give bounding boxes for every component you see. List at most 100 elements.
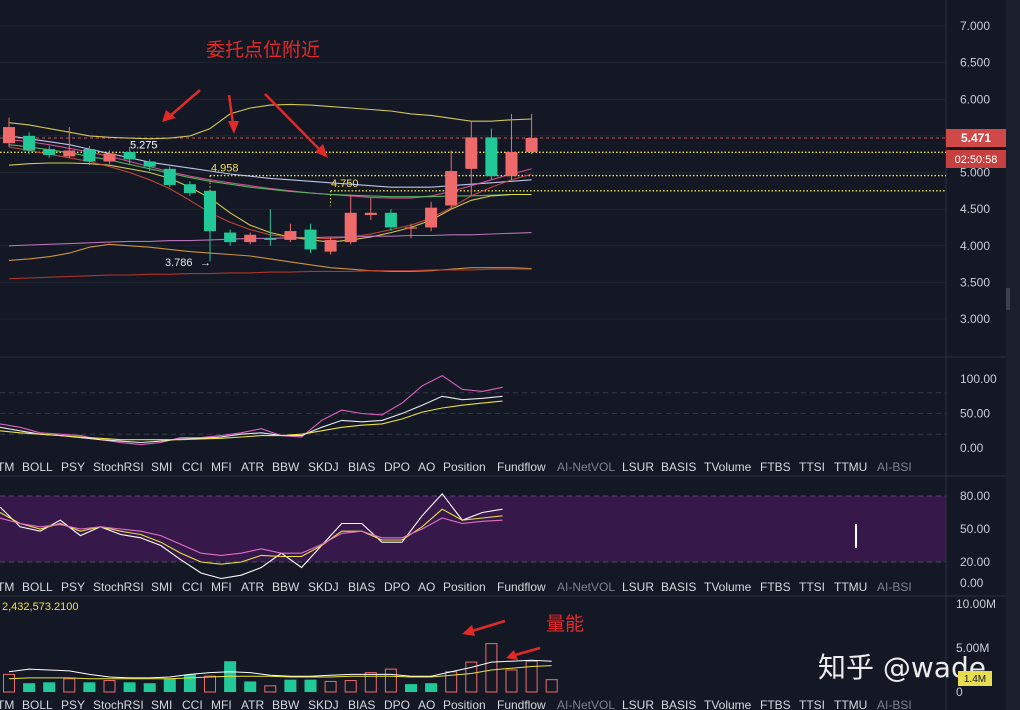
indicator-tab-fundflow[interactable]: Fundflow xyxy=(497,460,546,474)
indicator-tab-ao[interactable]: AO xyxy=(418,580,435,594)
indicator-tab-psy[interactable]: PSY xyxy=(61,698,85,710)
indicator-tab-ttsi[interactable]: TTSI xyxy=(799,460,825,474)
indicator-tab-skdj[interactable]: SKDJ xyxy=(308,580,339,594)
indicator-tab-ai-bsi[interactable]: AI-BSI xyxy=(877,580,912,594)
indicator-tab-ftbs[interactable]: FTBS xyxy=(760,698,791,710)
indicator-tab-ai-bsi[interactable]: AI-BSI xyxy=(877,698,912,710)
indicator-tab-lsur[interactable]: LSUR xyxy=(622,460,654,474)
indicator-tab-tvolume[interactable]: TVolume xyxy=(704,698,752,710)
indicator-tab-position[interactable]: Position xyxy=(443,460,486,474)
indicator-tab-skdj[interactable]: SKDJ xyxy=(308,698,339,710)
indicator-tab-mfi[interactable]: MFI xyxy=(211,580,232,594)
indicator-tab-cci[interactable]: CCI xyxy=(182,460,203,474)
indicator-tab-mfi[interactable]: MFI xyxy=(211,698,232,710)
indicator-tab-lsur[interactable]: LSUR xyxy=(622,580,654,594)
indicator-tab-ao[interactable]: AO xyxy=(418,460,435,474)
candle xyxy=(344,194,357,245)
indicator-tab-ftbs[interactable]: FTBS xyxy=(760,460,791,474)
indicator-tab-mfi[interactable]: MFI xyxy=(211,460,232,474)
indicator-tab-psy[interactable]: PSY xyxy=(61,460,85,474)
stoch-line xyxy=(0,492,503,580)
indicator-tabs-row-1[interactable]: TM BOLL PSY StochRSI SMI CCI MFI ATR BBW SKDJ BIAS… xyxy=(0,460,912,474)
price-tick: 6.500 xyxy=(960,56,990,70)
indicator-tab-bias[interactable]: BIAS xyxy=(348,580,375,594)
indicator-tab-position[interactable]: Position xyxy=(443,580,486,594)
candle xyxy=(364,198,377,221)
indicator-tab-bias[interactable]: BIAS xyxy=(348,698,375,710)
indicator-tab-ttmu[interactable]: TTMU xyxy=(834,460,867,474)
indicator-tab-tm[interactable]: TM xyxy=(0,580,14,594)
candle-body xyxy=(224,232,237,243)
indicator-tab-psy[interactable]: PSY xyxy=(61,580,85,594)
indicator-tab-ftbs[interactable]: FTBS xyxy=(760,580,791,594)
indicator-tab-smi[interactable]: SMI xyxy=(151,460,172,474)
indicator-tab-ao[interactable]: AO xyxy=(418,698,435,710)
indicator-tab-dpo[interactable]: DPO xyxy=(384,460,410,474)
indicator-tab-basis[interactable]: BASIS xyxy=(661,460,696,474)
indicator-tab-fundflow[interactable]: Fundflow xyxy=(497,580,546,594)
indicator-tab-boll[interactable]: BOLL xyxy=(22,580,53,594)
indicator-tab-lsur[interactable]: LSUR xyxy=(622,698,654,710)
indicator-tab-tm[interactable]: TM xyxy=(0,698,14,710)
indicator-tab-cci[interactable]: CCI xyxy=(182,698,203,710)
indicator-tab-smi[interactable]: SMI xyxy=(151,698,172,710)
indicator-tab-basis[interactable]: BASIS xyxy=(661,580,696,594)
indicator-tab-ai-bsi[interactable]: AI-BSI xyxy=(877,460,912,474)
indicator-tab-ai-netvol[interactable]: AI-NetVOL xyxy=(557,580,615,594)
indicator-tab-atr[interactable]: ATR xyxy=(241,580,264,594)
volume-bar xyxy=(63,678,76,693)
indicator-tab-bbw[interactable]: BBW xyxy=(272,460,300,474)
candle xyxy=(224,229,237,246)
indicator-tab-tvolume[interactable]: TVolume xyxy=(704,580,752,594)
price-tick: 3.500 xyxy=(960,275,990,289)
indicator-tab-atr[interactable]: ATR xyxy=(241,698,264,710)
volume-value-label: 2,432,573.2100 xyxy=(2,601,78,613)
volume-bar xyxy=(405,684,417,692)
indicator-tab-atr[interactable]: ATR xyxy=(241,460,264,474)
indicator-tab-dpo[interactable]: DPO xyxy=(384,698,410,710)
indicator-tab-ttmu[interactable]: TTMU xyxy=(834,698,867,710)
indicator-tab-stochrsi[interactable]: StochRSI xyxy=(93,580,144,594)
indicator-tab-basis[interactable]: BASIS xyxy=(661,698,696,710)
volume-tick: 5.00M xyxy=(956,641,989,655)
indicator-tab-boll[interactable]: BOLL xyxy=(22,460,53,474)
indicator-tab-bbw[interactable]: BBW xyxy=(272,580,300,594)
indicator-tabs-row-2[interactable]: TM BOLL PSY StochRSI SMI CCI MFI ATR BBW SKDJ BIAS… xyxy=(0,580,912,594)
osc-tick: 50.00 xyxy=(960,407,990,421)
candle-body xyxy=(83,149,96,162)
indicator-tab-tvolume[interactable]: TVolume xyxy=(704,460,752,474)
candle-body xyxy=(123,151,136,160)
oscillator-panel: 100.00 50.00 0.00 xyxy=(0,372,997,455)
indicator-tab-bbw[interactable]: BBW xyxy=(272,698,300,710)
low-price-label: 3.786 xyxy=(165,257,193,269)
volume-bar xyxy=(525,660,538,693)
candle xyxy=(3,117,15,147)
indicator-tab-ai-netvol[interactable]: AI-NetVOL xyxy=(557,460,615,474)
current-price-label: 5.471 xyxy=(961,131,991,145)
indicator-tab-cci[interactable]: CCI xyxy=(182,580,203,594)
volume-bar xyxy=(545,679,558,693)
indicator-tab-boll[interactable]: BOLL xyxy=(22,698,53,710)
right-scroll-strip[interactable] xyxy=(1006,0,1020,710)
indicator-tab-smi[interactable]: SMI xyxy=(151,580,172,594)
stoch-tick: 50.00 xyxy=(960,522,990,536)
indicator-tabs-row-3[interactable]: TM BOLL PSY StochRSI SMI CCI MFI ATR BBW SKDJ BIAS… xyxy=(0,698,912,710)
indicator-tab-ttmu[interactable]: TTMU xyxy=(834,580,867,594)
indicator-tab-ai-netvol[interactable]: AI-NetVOL xyxy=(557,698,615,710)
volume-bar xyxy=(83,682,96,692)
indicator-tab-skdj[interactable]: SKDJ xyxy=(308,460,339,474)
indicator-tab-tm[interactable]: TM xyxy=(0,460,14,474)
candle-body xyxy=(204,190,216,232)
indicator-tab-fundflow[interactable]: Fundflow xyxy=(497,698,546,710)
indicator-tab-dpo[interactable]: DPO xyxy=(384,580,410,594)
indicator-tab-position[interactable]: Position xyxy=(443,698,486,710)
indicator-tab-bias[interactable]: BIAS xyxy=(348,460,375,474)
scroll-handle[interactable] xyxy=(1006,288,1010,310)
indicator-tab-stochrsi[interactable]: StochRSI xyxy=(93,460,144,474)
candle-body xyxy=(43,149,56,155)
indicator-tab-ttsi[interactable]: TTSI xyxy=(799,580,825,594)
indicator-tab-ttsi[interactable]: TTSI xyxy=(799,698,825,710)
volume-panel: 10.00M 5.00M 0 xyxy=(3,597,996,699)
indicator-tab-stochrsi[interactable]: StochRSI xyxy=(93,698,144,710)
